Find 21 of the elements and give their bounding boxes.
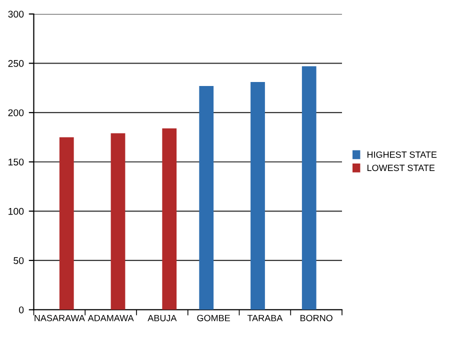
y-tick-label: 200 — [8, 109, 24, 116]
y-tick-label: 150 — [8, 158, 24, 166]
y-tick-label: 300 — [8, 10, 24, 18]
bar — [162, 128, 177, 310]
legend-label: HIGHEST STATE — [367, 151, 437, 158]
x-tick-label: ADAMAWA — [88, 314, 134, 322]
y-tick-label: 0 — [19, 306, 24, 314]
bar — [250, 82, 265, 310]
y-tick-label: 100 — [8, 208, 24, 215]
x-tick-label: NASARAWA — [34, 314, 85, 322]
x-tick-label: ABUJA — [148, 314, 177, 322]
x-tick-label: GOMBE — [197, 314, 230, 322]
bar — [302, 66, 316, 310]
legend-label: LOWEST STATE — [367, 164, 435, 172]
bar — [59, 137, 74, 310]
bar — [199, 86, 214, 310]
x-tick-label: BORNO — [300, 314, 332, 322]
y-tick-label: 50 — [14, 257, 24, 264]
y-tick-label: 250 — [8, 60, 24, 67]
x-tick-label: TARABA — [247, 314, 283, 322]
bar — [110, 133, 126, 310]
